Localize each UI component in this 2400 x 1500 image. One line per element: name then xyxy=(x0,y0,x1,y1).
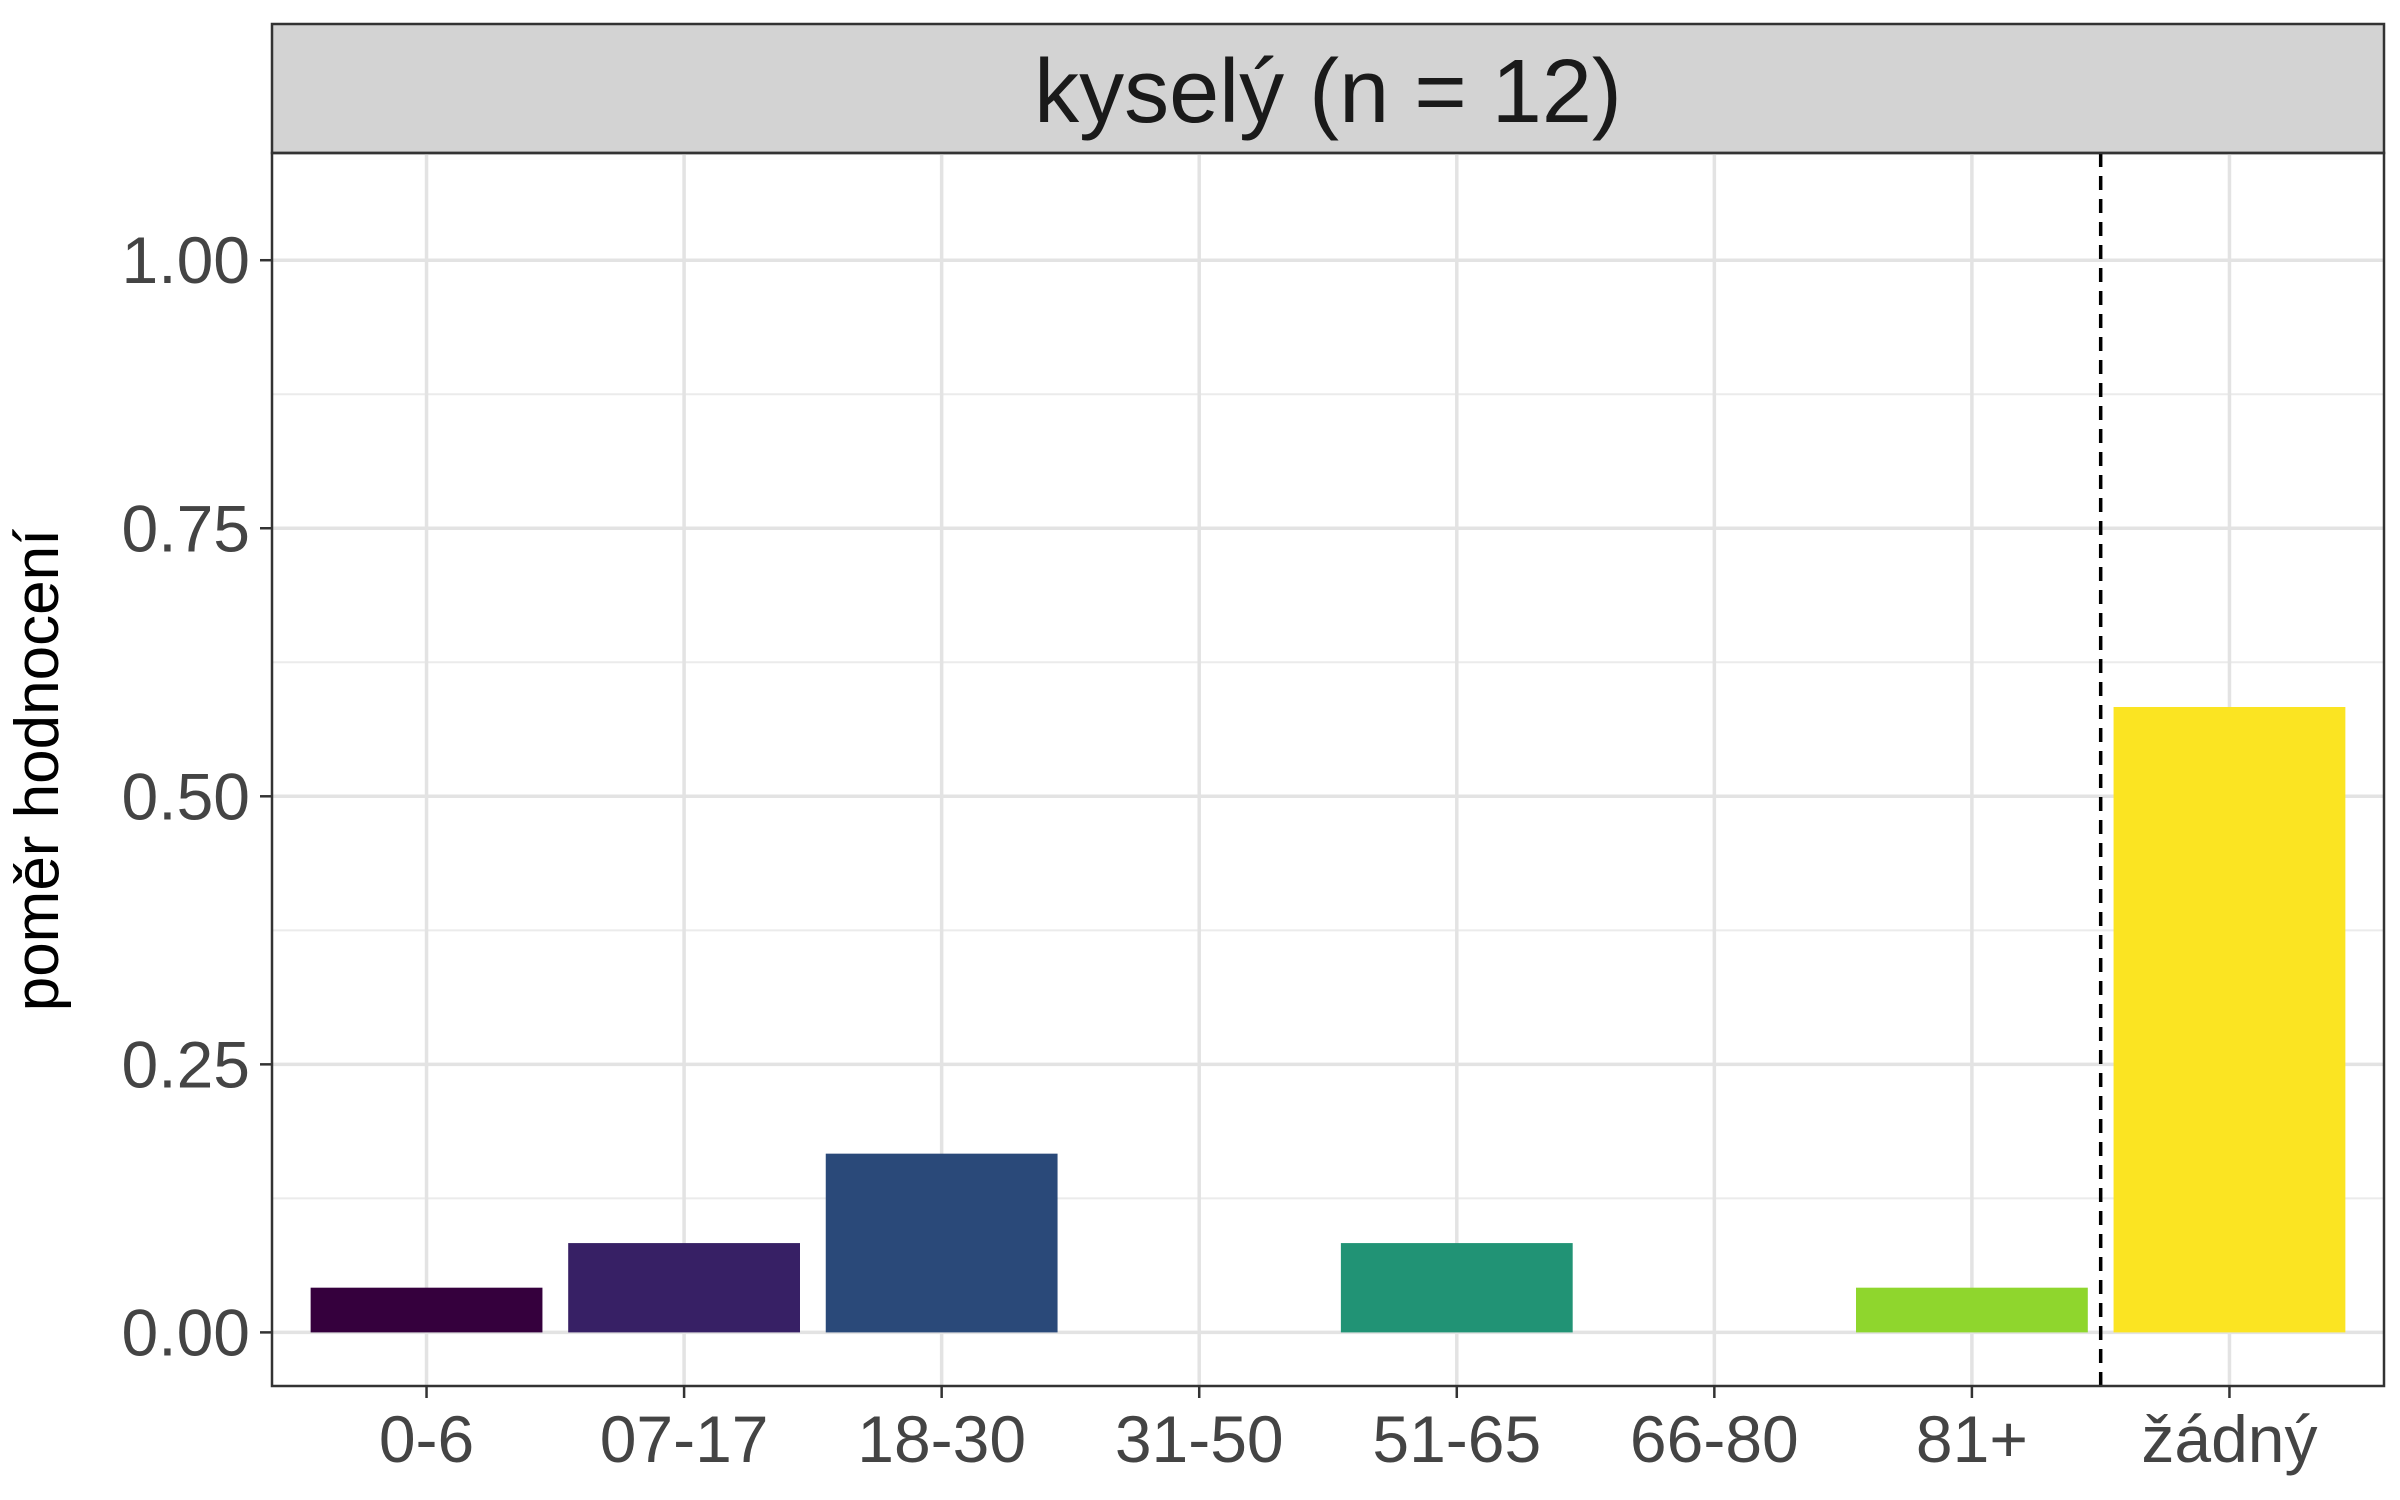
y-tick-label: 0.00 xyxy=(122,1295,250,1369)
x-tick-label: 81+ xyxy=(1916,1402,2028,1476)
x-tick-label: 18-30 xyxy=(857,1402,1026,1476)
x-tick-label: 0-6 xyxy=(379,1402,474,1476)
bars xyxy=(310,706,2346,1333)
facet-title: kyselý (n = 12) xyxy=(1034,42,1622,142)
y-axis: 0.00 0.25 0.50 0.75 1.00 xyxy=(122,223,272,1369)
x-tick-label: 66-80 xyxy=(1630,1402,1799,1476)
bar xyxy=(310,1287,543,1333)
x-tick-label: 07-17 xyxy=(600,1402,769,1476)
y-tick-label: 0.50 xyxy=(122,759,250,833)
facet-strip xyxy=(270,22,2386,155)
x-axis: 0-6 07-17 18-30 31-50 51-65 66-80 81+ žádný xyxy=(379,1386,2318,1476)
y-tick-label: 0.75 xyxy=(122,491,250,565)
x-tick-label: žádný xyxy=(2141,1402,2317,1476)
y-tick-label: 1.00 xyxy=(122,223,250,297)
plot-panel-border xyxy=(270,151,2386,1388)
bar xyxy=(825,1153,1058,1333)
y-axis-title: poměr hodnocení xyxy=(3,529,72,1012)
bar xyxy=(2113,706,2346,1333)
grid xyxy=(272,153,2384,1386)
bar xyxy=(1340,1243,1573,1333)
x-tick-label: 51-65 xyxy=(1372,1402,1541,1476)
x-tick-label: 31-50 xyxy=(1115,1402,1284,1476)
bar xyxy=(1856,1287,2088,1333)
bar xyxy=(568,1243,800,1333)
y-tick-label: 0.25 xyxy=(122,1027,250,1101)
